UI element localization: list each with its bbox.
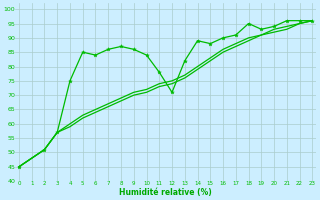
X-axis label: Humidité relative (%): Humidité relative (%): [119, 188, 212, 197]
